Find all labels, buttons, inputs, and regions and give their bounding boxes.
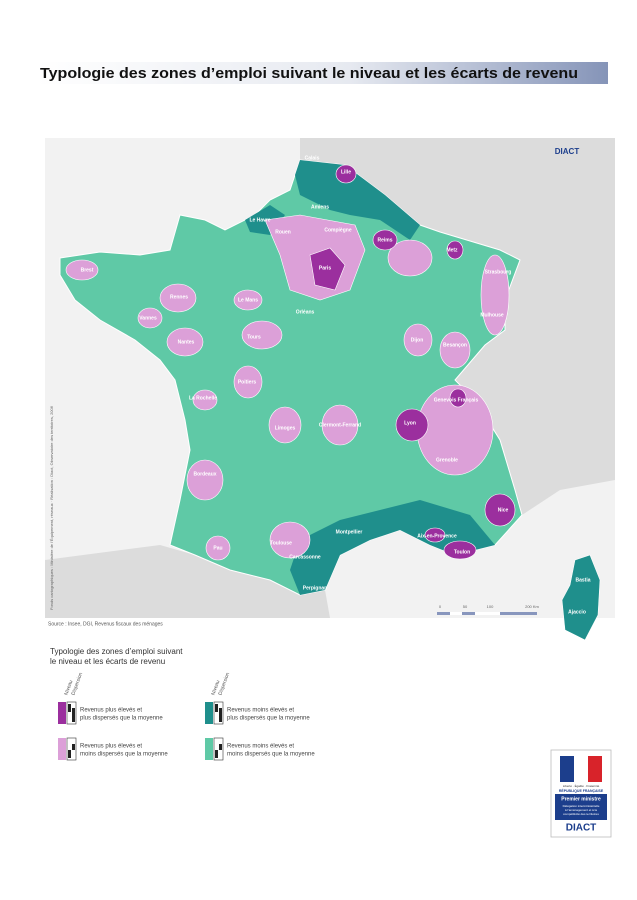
legend-label: Revenus plus élevés et — [80, 708, 142, 714]
legend-glyph — [66, 701, 77, 725]
legend-label: plus dispersés que la moyenne — [80, 716, 163, 722]
zones-purple — [309, 164, 516, 560]
map-brand: DIACT — [555, 147, 580, 156]
city-label: Nantes — [178, 339, 195, 345]
logo-minister: Premier ministre — [561, 796, 601, 802]
credits: Fonds cartographiques : Ministère de l'É… — [49, 405, 54, 610]
logo-agency: Délégation interministérielle — [563, 804, 600, 808]
legend-glyph — [72, 708, 75, 722]
scale-label: 0 — [439, 604, 442, 609]
legend-label: Revenus moins élevés et — [227, 744, 294, 750]
city-label: Bordeaux — [193, 471, 216, 477]
legend-label: Revenus plus élevés et — [80, 744, 142, 750]
city-label: Compiègne — [324, 227, 351, 233]
corsica — [561, 554, 601, 641]
city-label: Genevois Français — [434, 397, 479, 403]
city-label: Strasbourg — [485, 269, 512, 275]
legend-glyph — [66, 737, 77, 761]
title: Typologie des zones d’emploi suivant le … — [40, 65, 578, 82]
city-label: Orléans — [296, 309, 315, 315]
city-label: Pau — [213, 545, 222, 551]
scale-bar: 0 50 100 200 Km — [437, 604, 540, 615]
legend: Typologie des zones d’emploi suivant le … — [50, 647, 315, 761]
spain — [45, 545, 330, 618]
logo-motto: Liberté · Égalité · Fraternité — [563, 783, 600, 788]
legend-swatch — [205, 702, 213, 724]
zone-dark-teal — [295, 160, 420, 240]
legend-title: Typologie des zones d’emploi suivant — [50, 647, 183, 656]
scale-label: 50 — [463, 604, 468, 609]
scale-label: 100 — [487, 604, 494, 609]
legend-swatch — [205, 738, 213, 760]
logo-agency: à l'aménagement et à la — [565, 808, 597, 812]
city-label: Grenoble — [436, 457, 458, 463]
city-label: Bastia — [575, 577, 590, 583]
city-label: Calais — [305, 155, 320, 161]
city-label: Limoges — [275, 425, 296, 431]
city-label: Montpellier — [336, 529, 363, 535]
city-label: Carcassonne — [289, 554, 321, 560]
legend-glyph — [72, 744, 75, 750]
legend-glyph — [213, 701, 224, 725]
city-label: Brest — [81, 267, 94, 273]
city-label: Clermont-Ferrand — [319, 422, 361, 428]
city-label: Aix-en-Provence — [417, 533, 457, 539]
city-label: Nice — [498, 507, 509, 513]
legend-glyph — [215, 704, 218, 712]
logo-agency: compétitivité des territoires — [563, 812, 599, 816]
city-label: La Rochelle — [189, 395, 217, 401]
city-label: Dijon — [411, 337, 424, 343]
city-label: Vannes — [139, 315, 157, 321]
neighbour-land — [45, 138, 615, 515]
city-label: Paris — [319, 265, 331, 271]
city-label: Metz — [446, 247, 458, 253]
logo-brand: DIACT — [566, 823, 597, 834]
city-label: Poitiers — [238, 379, 257, 385]
city-label: Reims — [377, 237, 392, 243]
city-label: Rouen — [275, 229, 291, 235]
city-label: Tours — [247, 334, 261, 340]
legend-label: moins dispersés que la moyenne — [227, 752, 315, 758]
city-label: Lille — [341, 169, 351, 175]
title-bar — [36, 62, 608, 84]
city-label: Le Mans — [238, 297, 258, 303]
source: Source : Insee, DGI, Revenus fiscaux des… — [48, 621, 163, 627]
legend-label: moins dispersés que la moyenne — [80, 752, 168, 758]
legend-column: Niveau — [63, 679, 74, 696]
city-label: Amiens — [311, 204, 329, 210]
city-label: Le Havre — [249, 217, 270, 223]
legend-swatch — [58, 738, 66, 760]
city-label: Lyon — [404, 420, 416, 426]
city-label: Mulhouse — [480, 312, 504, 318]
legend-swatch — [58, 702, 66, 724]
logo-republic: RÉPUBLIQUE FRANÇAISE — [559, 788, 604, 793]
legend-glyph — [68, 750, 71, 758]
city-label: Toulon — [454, 549, 470, 555]
city-label: Ajaccio — [568, 609, 586, 615]
city-label: Besançon — [443, 342, 467, 348]
legend-column: Niveau — [210, 679, 221, 696]
logo: Liberté · Égalité · Fraternité RÉPUBLIQU… — [550, 749, 612, 838]
city-labels: Calais Lille Amiens Le Havre Rouen Compiègne R… — [81, 155, 591, 615]
legend-glyph — [213, 737, 224, 761]
legend-title: le niveau et les écarts de revenu — [50, 657, 165, 666]
zone-dark-teal — [290, 500, 495, 595]
zones-pink — [65, 214, 510, 561]
city-label: Rennes — [170, 294, 188, 300]
legend-label: plus dispersés que la moyenne — [227, 716, 310, 722]
legend-glyph — [219, 708, 222, 722]
city-label: Toulouse — [270, 540, 292, 546]
legend-glyph — [219, 744, 222, 750]
city-label: Perpignan — [303, 585, 327, 591]
legend-glyph — [68, 704, 71, 712]
legend-label: Revenus moins élevés et — [227, 708, 294, 714]
scale-label: 200 Km — [525, 604, 539, 609]
map: Calais Lille Amiens Le Havre Rouen Compiègne R… — [45, 138, 615, 641]
legend-glyph — [215, 750, 218, 758]
